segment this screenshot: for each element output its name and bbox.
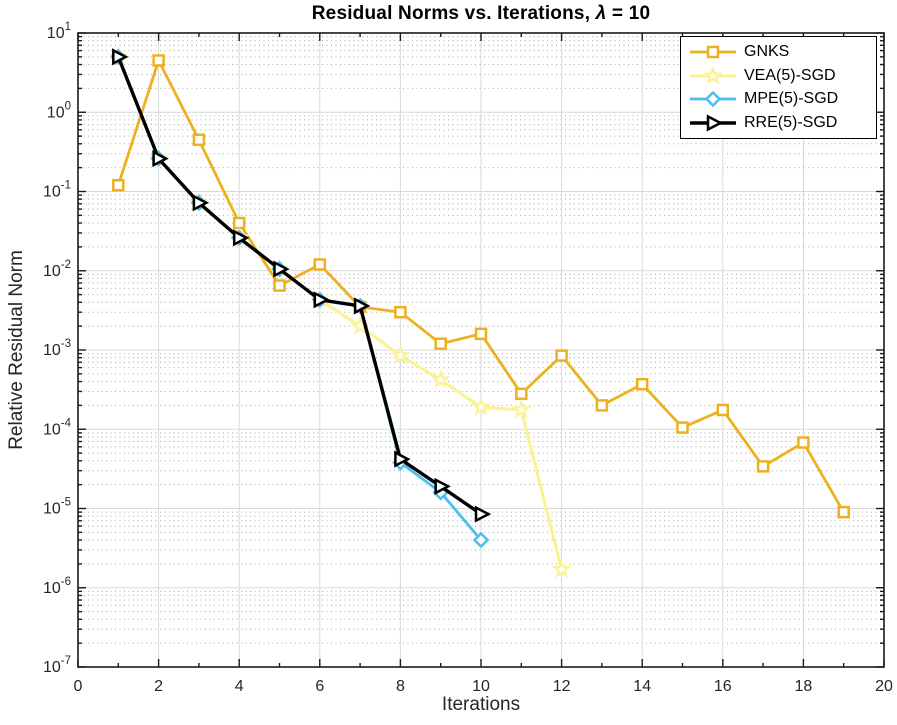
lambda-symbol: λ [595, 3, 607, 24]
marker-square [434, 337, 447, 350]
marker-triangle-right [353, 297, 371, 315]
series-vea-5-sgd [108, 46, 572, 579]
x-tick-label: 0 [74, 678, 83, 695]
marker-square [797, 436, 810, 449]
marker-pentagram [390, 344, 411, 365]
series-line [116, 55, 564, 572]
legend-label: VEA(5)-SGD [744, 66, 836, 84]
marker-square [756, 460, 770, 473]
marker-triangle-right [313, 291, 331, 309]
x-tick-label: 6 [315, 678, 324, 695]
marker-square [515, 387, 528, 401]
legend-entry: GNKS [689, 41, 868, 64]
legend-line-marker-swatch [690, 65, 736, 85]
marker-square [676, 421, 689, 434]
marker-triangle-right [232, 229, 250, 247]
y-tick-label: 100 [47, 100, 71, 121]
chart-title: Residual Norms vs. Iterations, λ = 10 [78, 3, 884, 25]
x-tick-label: 20 [875, 678, 893, 695]
marker-square [394, 305, 407, 319]
marker-square [595, 399, 609, 412]
marker-triangle-right [706, 114, 724, 132]
marker-diamond [704, 90, 722, 108]
x-axis-label: Iterations [441, 694, 521, 715]
title-text: Residual Norms vs. Iterations, [311, 3, 596, 24]
marker-triangle-right [474, 505, 492, 523]
legend-line-marker-swatch [690, 90, 736, 108]
marker-triangle-right [152, 150, 169, 168]
x-tick-label: 14 [633, 678, 651, 695]
marker-pentagram [511, 399, 532, 419]
y-tick-label: 10-1 [43, 180, 71, 201]
marker-square [313, 258, 327, 271]
legend-line-marker-swatch [690, 46, 736, 59]
y-tick-label: 10-4 [43, 417, 72, 438]
y-tick-label: 10-5 [43, 497, 71, 518]
marker-triangle-right [112, 48, 129, 66]
y-tick-label: 10-3 [43, 338, 71, 359]
marker-square [112, 178, 125, 192]
y-axis-label: Relative Residual Norm [6, 250, 27, 450]
x-tick-label: 8 [396, 678, 405, 695]
series-rre-5-sgd [112, 48, 492, 523]
marker-square [635, 377, 649, 391]
y-tick-label: 10-7 [43, 655, 71, 676]
x-tick-label: 4 [235, 678, 244, 695]
marker-triangle-right [192, 194, 210, 212]
marker-pentagram [470, 396, 492, 416]
marker-square [474, 327, 488, 341]
legend-line-marker-swatch [690, 114, 736, 132]
marker-square [837, 505, 850, 519]
marker-pentagram [702, 65, 724, 85]
marker-pentagram [430, 369, 451, 389]
marker-square [716, 403, 730, 417]
marker-triangle-right [273, 260, 290, 278]
marker-pentagram [551, 558, 572, 579]
legend-label: MPE(5)-SGD [744, 90, 839, 108]
x-tick-label: 10 [472, 678, 490, 695]
marker-diamond [472, 531, 490, 549]
marker-triangle-right [394, 450, 411, 468]
marker-square [706, 46, 720, 59]
legend-label: GNKS [744, 43, 790, 61]
x-tick-label: 18 [795, 678, 813, 695]
x-tick-label: 12 [553, 678, 571, 695]
marker-square [273, 279, 286, 292]
marker-square [192, 133, 206, 146]
title-suffix: = 10 [606, 3, 651, 24]
x-tick-label: 2 [154, 678, 163, 695]
y-tick-label: 101 [47, 21, 71, 42]
legend-label: RRE(5)-SGD [744, 113, 838, 131]
y-tick-label: 10-6 [43, 576, 71, 597]
marker-triangle-right [434, 477, 451, 495]
series-line [116, 55, 483, 516]
y-tick-label: 10-2 [43, 259, 71, 280]
marker-square [232, 216, 246, 230]
legend-entry: MPE(5)-SGD [689, 88, 868, 111]
legend-entry: RRE(5)-SGD [689, 112, 868, 135]
legend-entry: VEA(5)-SGD [689, 65, 868, 88]
legend-box: GNKS VEA(5)-SGD MPE(5)-SGD RRE(5)-SGD [680, 36, 877, 139]
marker-square [152, 54, 165, 67]
marker-square [555, 349, 568, 362]
x-tick-label: 16 [714, 678, 732, 695]
